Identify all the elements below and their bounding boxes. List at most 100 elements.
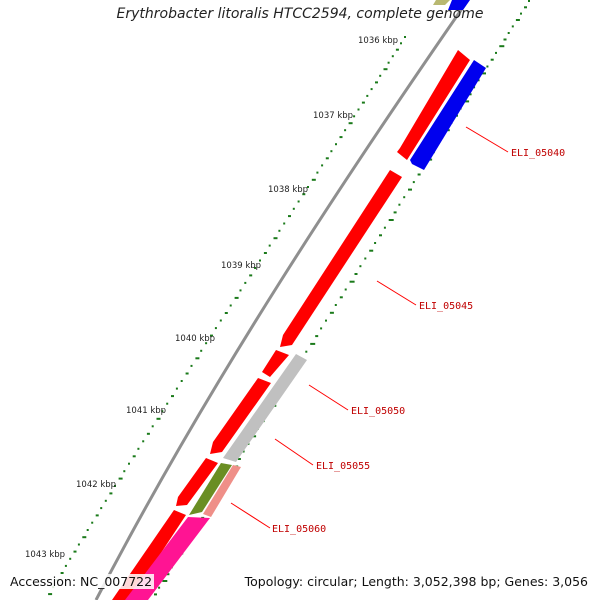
gc-dot [370, 88, 373, 91]
gc-dot [366, 94, 369, 97]
gc-dot [185, 372, 189, 375]
gc-dot [297, 200, 300, 203]
gc-dot [383, 68, 388, 71]
gc-dot [123, 470, 126, 473]
gene-arrow [176, 458, 218, 506]
gc-dot [200, 349, 203, 352]
gene-arrow [262, 350, 289, 377]
gc-dot [359, 265, 362, 268]
gc-dot [321, 164, 324, 167]
gc-dot [69, 557, 72, 560]
gc-dot [528, 0, 530, 2]
gene-label-eli-05060: ELI_05060 [272, 524, 326, 535]
gc-dot [507, 32, 510, 34]
gc-dot [398, 203, 401, 206]
scale-label: 1039 kbp [221, 261, 261, 271]
gc-dot [219, 319, 222, 322]
gc-dot [82, 536, 87, 539]
gene-label-eli-05050: ELI_05050 [351, 406, 405, 417]
accession-label: Accession: NC_007722 [8, 574, 155, 589]
leader-line [376, 280, 417, 306]
gc-dot [379, 74, 382, 77]
gene-arrow [280, 170, 402, 347]
gc-dot [379, 234, 382, 237]
gc-dot [278, 229, 281, 232]
gc-dot [387, 61, 390, 64]
gc-dot [292, 207, 295, 210]
gene-arrow [203, 465, 241, 517]
gc-dot [161, 410, 164, 413]
gc-dot [283, 222, 286, 225]
gc-dot [339, 296, 343, 299]
gc-dot [205, 342, 208, 345]
gc-dot [166, 573, 170, 576]
gc-dot [310, 342, 316, 345]
gc-dot [334, 304, 337, 306]
gc-dot [259, 259, 261, 262]
gc-dot [156, 417, 161, 420]
reverse-track [125, 60, 486, 600]
gene-arrow [410, 60, 486, 170]
gene-arrow [189, 463, 232, 515]
gc-dot [375, 81, 378, 84]
gc-dot [210, 334, 213, 337]
leader-lines [230, 126, 509, 529]
gc-dot [77, 543, 80, 546]
gc-dot [403, 196, 406, 199]
gc-dot [48, 593, 53, 596]
scale-label: 1036 kbp [358, 36, 398, 46]
gc-dot [118, 477, 123, 480]
gc-dot [388, 219, 394, 221]
gc-dot [364, 257, 367, 260]
gene-arrow [210, 378, 271, 454]
gene-arrow [397, 50, 470, 160]
gc-dot [511, 25, 514, 28]
gc-dot [503, 38, 507, 41]
gc-dot [348, 122, 353, 125]
gc-dot [288, 215, 291, 218]
leader-line [308, 384, 349, 411]
gc-dot [190, 364, 193, 367]
gc-dot [128, 462, 130, 465]
gc-dot [325, 157, 329, 160]
leader-line [274, 438, 314, 466]
gc-dot [171, 395, 174, 398]
gc-dot [242, 450, 245, 453]
scale-label: 1038 kbp [268, 185, 308, 195]
gene-label-eli-05040: ELI_05040 [511, 148, 565, 159]
forward-track [112, 50, 470, 600]
gc-dot [369, 249, 374, 252]
gc-dot [315, 335, 319, 338]
gc-dot [524, 6, 527, 9]
gc-dot [515, 19, 520, 21]
scale-label: 1037 kbp [313, 111, 353, 121]
gc-dot [490, 58, 494, 61]
gc-dot [520, 12, 522, 15]
gc-dot [393, 211, 397, 214]
gc-dot [395, 48, 399, 51]
feature-misc-top [433, 0, 450, 5]
scale-label: 1043 kbp [25, 550, 65, 560]
gc-dot [234, 296, 239, 299]
gc-dot [400, 42, 402, 45]
gc-dot [464, 100, 470, 103]
gc-dot [252, 435, 257, 438]
gc-dot [320, 327, 323, 330]
gene-label-eli-05055: ELI_05055 [316, 461, 370, 472]
gc-dot [254, 267, 257, 269]
gc-dots-outer [48, 36, 406, 596]
gene-label-eli-05045: ELI_05045 [419, 301, 473, 312]
gc-dot [60, 572, 64, 574]
gc-dot [329, 311, 334, 314]
gc-dot [477, 79, 480, 82]
gc-dot [109, 492, 113, 495]
gc-dot [137, 447, 140, 450]
gc-dot [249, 274, 253, 277]
gc-dot [412, 181, 415, 184]
scale-label: 1040 kbp [175, 334, 215, 344]
scale-label: 1042 kbp [76, 480, 116, 490]
gc-dot [383, 226, 386, 229]
genome-summary: Topology: circular; Length: 3,052,398 bp… [242, 574, 590, 589]
gc-dot [361, 101, 365, 104]
gc-dot [95, 514, 99, 517]
